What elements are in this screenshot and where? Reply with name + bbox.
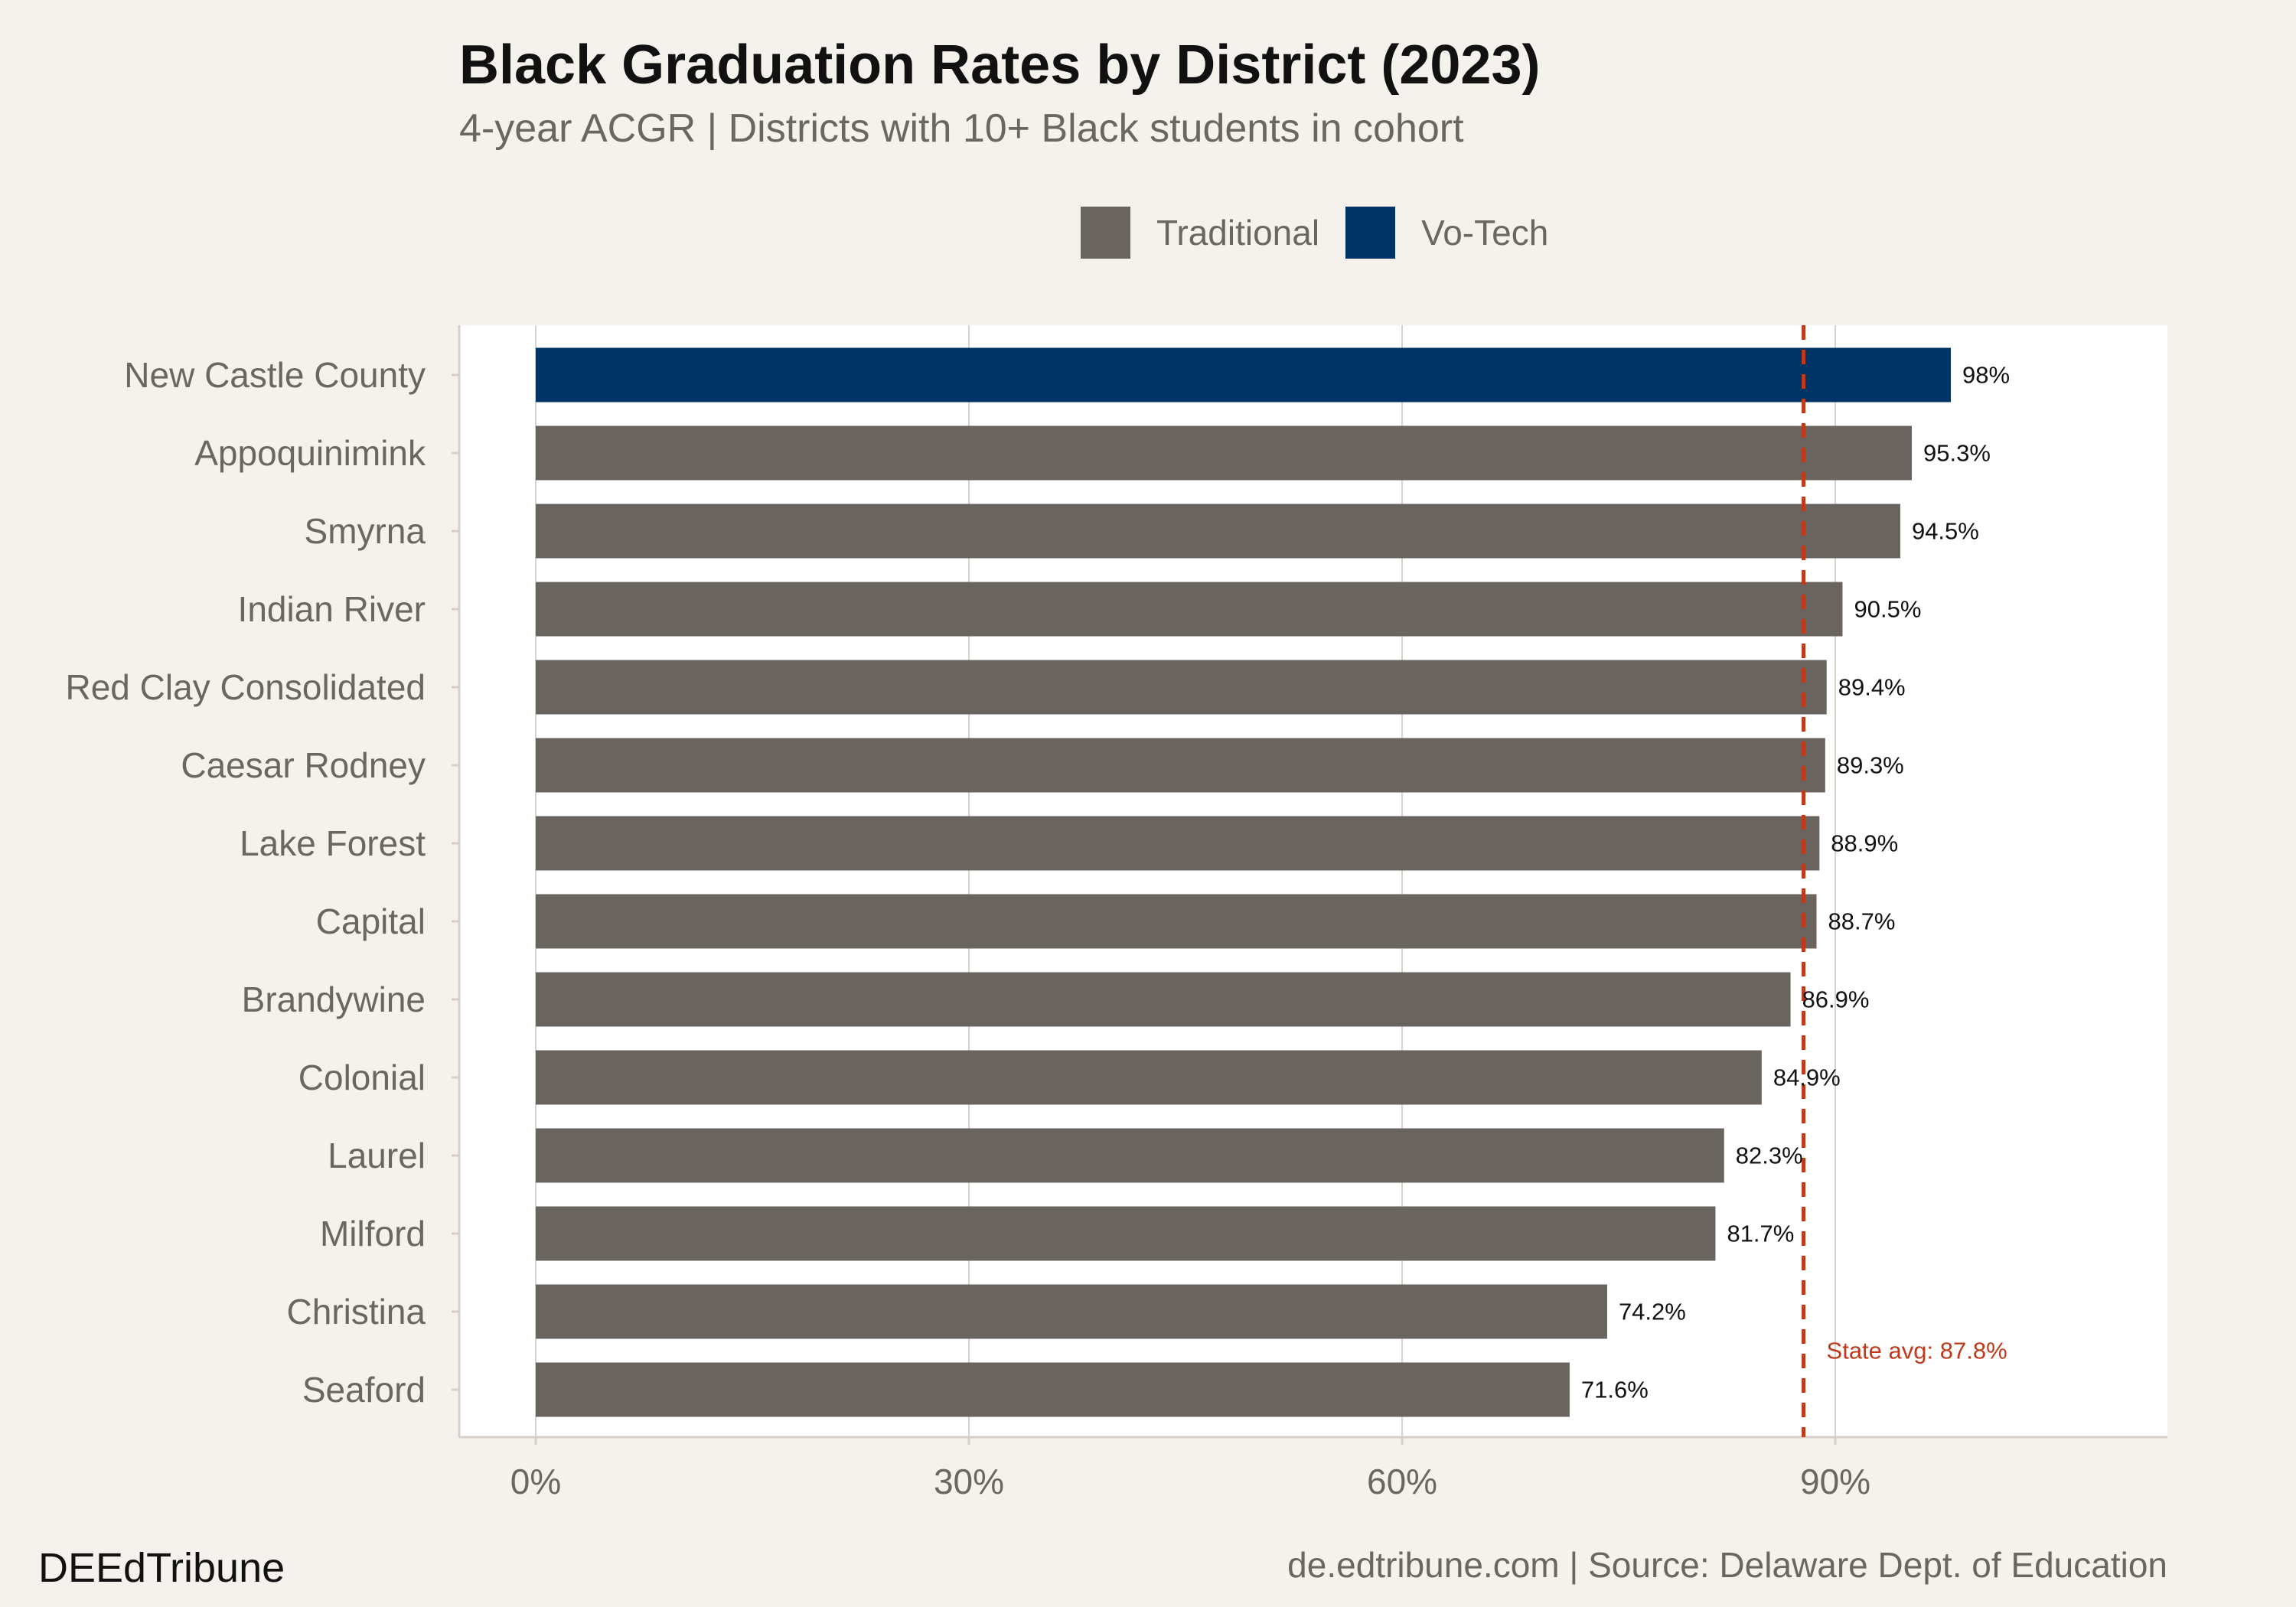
state-average-annotation: State avg: 87.8%	[1827, 1338, 2007, 1364]
x-tick-label-2: 60%	[1367, 1462, 1437, 1501]
legend-swatch-vo-tech	[1345, 207, 1396, 259]
bar-smyrna	[535, 504, 1900, 559]
data-label-christina: 74.2%	[1619, 1299, 1686, 1325]
category-label-colonial: Colonial	[298, 1058, 426, 1097]
bar-capital	[535, 894, 1817, 949]
x-tick-label-0: 0%	[510, 1462, 561, 1501]
bar-seaford	[535, 1362, 1570, 1417]
bar-caesar-rodney	[535, 738, 1825, 793]
category-label-red-clay-consolidated: Red Clay Consolidated	[66, 667, 426, 707]
data-label-smyrna: 94.5%	[1912, 518, 1979, 545]
category-label-indian-river: Indian River	[238, 589, 426, 629]
category-label-capital: Capital	[316, 901, 426, 941]
legend-swatch-traditional	[1081, 207, 1130, 259]
category-label-milford: Milford	[320, 1214, 426, 1253]
x-tick-label-3: 90%	[1800, 1462, 1870, 1501]
legend: Traditional Vo-Tech	[1081, 207, 1574, 259]
data-label-capital: 88.7%	[1828, 908, 1896, 935]
category-label-laurel: Laurel	[328, 1136, 426, 1175]
data-label-red-clay-consolidated: 89.4%	[1838, 674, 1906, 701]
legend-item-vo-tech: Vo-Tech	[1345, 207, 1548, 259]
legend-item-traditional: Traditional	[1081, 207, 1319, 259]
data-label-seaford: 71.6%	[1581, 1377, 1649, 1403]
brand-logo-text: DEEdTribune	[38, 1545, 285, 1591]
bar-christina	[535, 1284, 1607, 1339]
category-label-new-castle-county: New Castle County	[124, 355, 426, 395]
legend-label-traditional: Traditional	[1156, 213, 1320, 253]
category-label-caesar-rodney: Caesar Rodney	[181, 745, 426, 785]
bar-red-clay-consolidated	[535, 660, 1827, 715]
bar-laurel	[535, 1128, 1724, 1183]
data-label-brandywine: 86.9%	[1802, 986, 1870, 1013]
legend-label-vo-tech: Vo-Tech	[1421, 213, 1549, 253]
bar-colonial	[535, 1050, 1762, 1105]
bar-indian-river	[535, 582, 1843, 637]
category-label-christina: Christina	[286, 1292, 426, 1332]
category-label-seaford: Seaford	[302, 1370, 426, 1410]
data-label-caesar-rodney: 89.3%	[1837, 752, 1904, 779]
category-label-smyrna: Smyrna	[305, 511, 426, 551]
data-label-laurel: 82.3%	[1736, 1143, 1803, 1169]
category-label-lake-forest: Lake Forest	[240, 823, 426, 863]
category-label-brandywine: Brandywine	[242, 980, 426, 1019]
bar-appoquinimink	[535, 425, 1913, 481]
bar-brandywine	[535, 972, 1791, 1027]
x-tick-label-1: 30%	[934, 1462, 1004, 1501]
data-label-indian-river: 90.5%	[1854, 596, 1921, 623]
data-label-appoquinimink: 95.3%	[1923, 440, 1991, 467]
category-label-appoquinimink: Appoquinimink	[194, 433, 426, 473]
data-label-lake-forest: 88.9%	[1831, 830, 1898, 857]
data-label-milford: 81.7%	[1727, 1221, 1794, 1247]
data-label-new-castle-county: 98%	[1962, 362, 2010, 389]
bar-lake-forest	[535, 816, 1820, 871]
chart-title: Black Graduation Rates by District (2023…	[459, 34, 1541, 96]
bar-milford	[535, 1206, 1716, 1261]
chart-subtitle: 4-year ACGR | Districts with 10+ Black s…	[459, 106, 1464, 151]
data-label-colonial: 84.9%	[1773, 1064, 1841, 1091]
bar-new-castle-county	[535, 347, 1951, 403]
source-note: de.edtribune.com | Source: Delaware Dept…	[1287, 1545, 2167, 1585]
plot-panel	[459, 325, 2167, 1437]
